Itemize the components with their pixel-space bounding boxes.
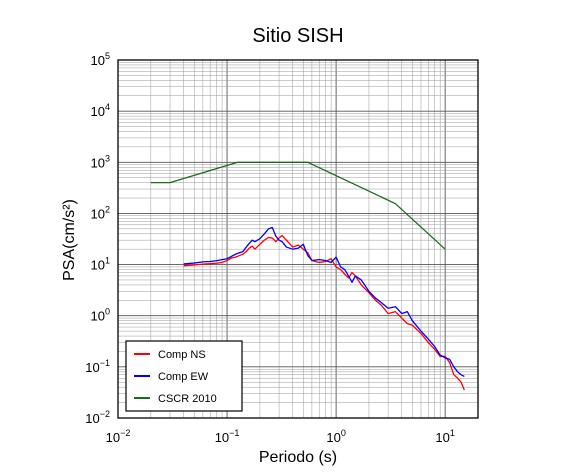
y-tick-label: 10−1 (85, 358, 110, 375)
legend-label-comp-ns: Comp NS (158, 349, 206, 361)
legend: Comp NS Comp EW CSCR 2010 (125, 340, 243, 412)
series-line-comp-ns (183, 234, 465, 391)
plot-frame (117, 59, 479, 419)
x-tick-label: 10−2 (106, 428, 131, 445)
y-tick-label: 104 (91, 102, 110, 119)
x-tick-labels: 10−2 10−1 100 101 (106, 428, 455, 445)
legend-label-comp-ew: Comp EW (158, 371, 209, 383)
y-axis-label: PSA(cm/s²) (61, 199, 78, 281)
x-axis-label: Periodo (s) (259, 449, 337, 466)
y-tick-label: 100 (91, 307, 110, 324)
series-lines (150, 161, 465, 391)
y-tick-label: 101 (91, 256, 110, 273)
plot-border (117, 59, 479, 419)
x-tick-label: 100 (326, 428, 345, 445)
y-tick-label: 105 (91, 51, 110, 68)
y-tick-label: 10−2 (85, 409, 110, 426)
x-tick-label: 101 (435, 428, 454, 445)
y-tick-label: 102 (91, 204, 110, 221)
chart-title: Sitio SISH (252, 25, 343, 47)
series-line-cscr-2010 (150, 161, 446, 250)
x-tick-label: 10−1 (215, 428, 240, 445)
y-tick-label: 103 (91, 153, 110, 170)
series-line-comp-ew (183, 226, 465, 378)
y-tick-labels: 10−2 10−1 100 101 102 103 104 105 (85, 51, 110, 426)
legend-label-cscr-2010: CSCR 2010 (158, 393, 217, 405)
